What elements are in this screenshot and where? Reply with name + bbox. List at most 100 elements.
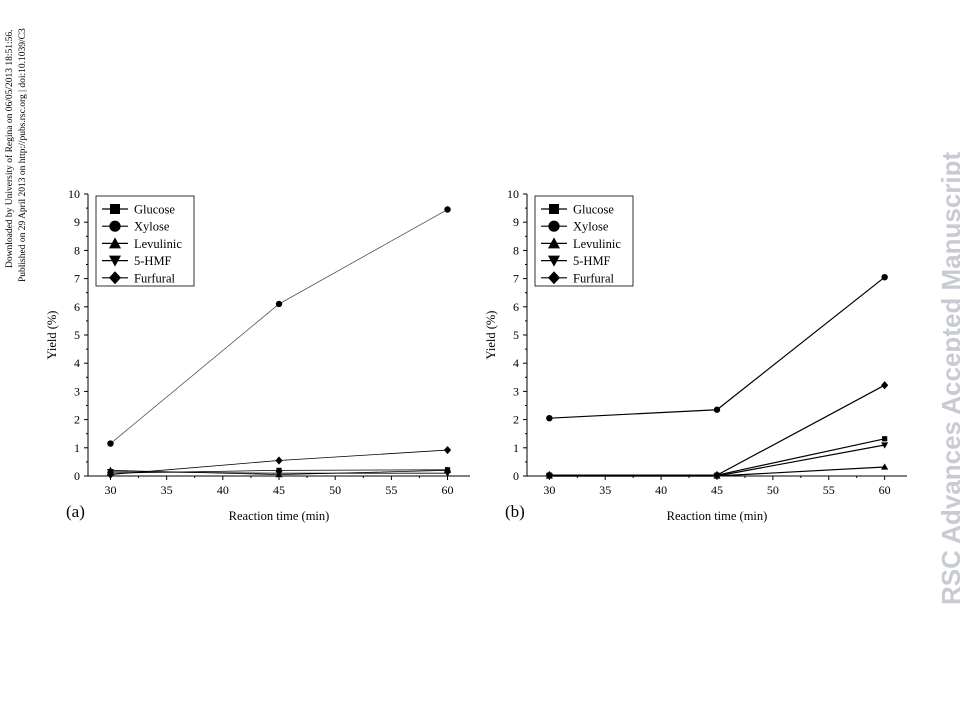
y-axis-label: Yield (%) xyxy=(484,311,498,360)
panel-label: (a) xyxy=(66,502,85,521)
series-xylose-point xyxy=(713,406,721,413)
legend-item-5-hmf: 5-HMF xyxy=(541,254,611,268)
series-furfural-point xyxy=(275,456,283,465)
download-notice-line1: Downloaded by University of Regina on 06… xyxy=(4,29,15,268)
legend-item-levulinic: Levulinic xyxy=(541,237,621,251)
y-tick-label: 0 xyxy=(74,469,80,483)
legend: Glucose Xylose Levulinic 5-HMF Furfural xyxy=(534,195,634,287)
series-5-hmf-point xyxy=(275,470,283,477)
x-tick-label: 50 xyxy=(329,483,341,497)
y-tick-label: 0 xyxy=(513,469,519,483)
series-5-hmf xyxy=(106,469,452,477)
series-furfural-line xyxy=(549,384,885,476)
y-axis-label: Yield (%) xyxy=(45,311,59,360)
x-tick-label: 60 xyxy=(442,483,454,497)
legend-item-furfural-swatch-marker xyxy=(109,271,121,285)
y-tick-label: 2 xyxy=(74,413,80,427)
legend-item-5-hmf-swatch-marker xyxy=(109,255,121,267)
y-tick-label: 10 xyxy=(507,187,519,201)
series-glucose-point xyxy=(882,436,888,442)
series-glucose-point xyxy=(276,467,282,473)
series-5-hmf-point xyxy=(443,470,452,477)
series-furfural xyxy=(545,381,889,480)
y-tick-label: 8 xyxy=(513,243,519,257)
y-tick-label: 2 xyxy=(513,413,519,427)
y-tick-label: 5 xyxy=(513,328,519,342)
legend-item-xylose-label: Xylose xyxy=(573,220,609,234)
x-tick-label: 30 xyxy=(543,483,555,497)
y-tick-label: 4 xyxy=(513,356,519,370)
legend-item-xylose: Xylose xyxy=(102,220,170,234)
y-tick-label: 1 xyxy=(513,441,519,455)
y-tick-label: 7 xyxy=(513,272,519,286)
series-xylose-point xyxy=(275,300,283,308)
series-furfural-point xyxy=(713,471,721,480)
download-notice-line2: Published on 29 April 2013 on http://pub… xyxy=(18,28,28,282)
legend-item-glucose: Glucose xyxy=(541,203,614,217)
series-furfural xyxy=(106,445,452,479)
y-tick-label: 3 xyxy=(513,384,519,398)
legend-item-levulinic-label: Levulinic xyxy=(573,237,621,251)
x-tick-label: 45 xyxy=(711,483,723,497)
x-tick-label: 55 xyxy=(823,483,835,497)
x-tick-label: 60 xyxy=(879,483,891,497)
x-tick-label: 50 xyxy=(767,483,779,497)
legend: Glucose Xylose Levulinic 5-HMF Furfural xyxy=(95,195,195,287)
series-5-hmf-point xyxy=(881,442,889,449)
series-furfural-point xyxy=(881,381,889,390)
watermark-text: RSC Advances Accepted Manuscript xyxy=(936,151,960,605)
y-tick-label: 5 xyxy=(74,328,80,342)
legend-item-xylose-swatch-marker xyxy=(548,220,560,232)
series-furfural-point xyxy=(106,470,115,479)
legend-item-glucose-swatch-marker xyxy=(549,204,559,214)
legend-item-levulinic-swatch-marker xyxy=(548,237,560,249)
legend-item-5-hmf: 5-HMF xyxy=(102,254,172,268)
legend-item-xylose-label: Xylose xyxy=(134,220,170,234)
x-tick-label: 30 xyxy=(104,483,116,497)
download-notice: Downloaded by University of Regina on 06… xyxy=(4,28,28,282)
legend-item-levulinic: Levulinic xyxy=(102,237,182,251)
x-tick-label: 40 xyxy=(217,483,229,497)
legend-item-levulinic-label: Levulinic xyxy=(134,237,182,251)
legend-item-5-hmf-swatch-marker xyxy=(548,255,560,267)
x-axis-label: Reaction time (min) xyxy=(667,509,768,523)
series-xylose-line xyxy=(549,276,886,419)
x-tick-label: 40 xyxy=(655,483,667,497)
panel-label: (b) xyxy=(505,502,525,521)
y-tick-label: 9 xyxy=(74,215,80,229)
x-tick-label: 35 xyxy=(161,483,173,497)
series-levulinic-point xyxy=(881,463,889,470)
series-xylose-point xyxy=(546,414,553,422)
x-tick-label: 45 xyxy=(273,483,285,497)
series-furfural-point xyxy=(545,471,553,480)
legend-item-glucose-label: Glucose xyxy=(134,203,175,217)
y-tick-label: 7 xyxy=(74,272,80,286)
legend-item-glucose-swatch-marker xyxy=(110,204,120,214)
series-xylose-point xyxy=(107,440,114,447)
y-tick-label: 6 xyxy=(513,300,519,314)
y-tick-label: 9 xyxy=(513,215,519,229)
legend-item-glucose-label: Glucose xyxy=(573,203,614,217)
legend-item-5-hmf-label: 5-HMF xyxy=(573,254,611,268)
y-tick-label: 3 xyxy=(74,384,80,398)
y-tick-label: 8 xyxy=(74,243,80,257)
legend-item-glucose: Glucose xyxy=(102,203,175,217)
legend-item-furfural-swatch-marker xyxy=(548,271,560,285)
legend-item-levulinic-swatch-marker xyxy=(109,237,121,249)
x-axis-label: Reaction time (min) xyxy=(229,509,330,523)
series-furfural-point xyxy=(443,445,452,455)
series-xylose xyxy=(107,206,451,447)
legend-item-furfural: Furfural xyxy=(541,271,614,285)
legend-item-furfural-label: Furfural xyxy=(573,271,614,285)
series-xylose-point xyxy=(881,273,888,281)
legend-item-xylose-swatch-marker xyxy=(109,220,121,232)
y-tick-label: 10 xyxy=(68,187,80,201)
series-xylose xyxy=(546,273,888,422)
x-tick-label: 35 xyxy=(599,483,611,497)
legend-item-xylose: Xylose xyxy=(541,220,609,234)
y-tick-label: 1 xyxy=(74,441,80,455)
journal-watermark: RSC Advances Accepted Manuscript xyxy=(936,151,960,605)
